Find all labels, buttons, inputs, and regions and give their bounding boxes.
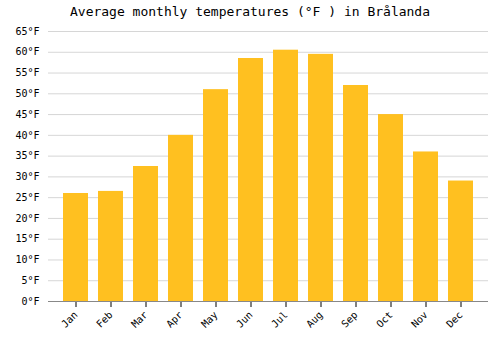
- svg-text:25°F: 25°F: [15, 192, 39, 203]
- svg-text:10°F: 10°F: [15, 254, 39, 265]
- svg-text:Sep: Sep: [339, 309, 360, 330]
- svg-text:30°F: 30°F: [15, 171, 39, 182]
- svg-text:Nov: Nov: [409, 309, 430, 330]
- svg-text:0°F: 0°F: [21, 296, 39, 307]
- svg-text:May: May: [199, 309, 220, 330]
- svg-text:20°F: 20°F: [15, 213, 39, 224]
- svg-text:55°F: 55°F: [15, 67, 39, 78]
- svg-text:45°F: 45°F: [15, 109, 39, 120]
- svg-text:5°F: 5°F: [21, 275, 39, 286]
- svg-text:Jun: Jun: [234, 309, 255, 330]
- svg-text:35°F: 35°F: [15, 150, 39, 161]
- svg-text:Mar: Mar: [129, 309, 150, 330]
- svg-text:Apr: Apr: [164, 309, 185, 330]
- svg-text:Jan: Jan: [59, 309, 80, 330]
- svg-text:60°F: 60°F: [15, 46, 39, 57]
- svg-text:Aug: Aug: [304, 309, 325, 330]
- svg-text:15°F: 15°F: [15, 233, 39, 244]
- svg-text:65°F: 65°F: [15, 26, 39, 37]
- svg-text:Oct: Oct: [374, 309, 395, 330]
- svg-text:Dec: Dec: [444, 309, 465, 330]
- svg-text:50°F: 50°F: [15, 88, 39, 99]
- svg-text:Jul: Jul: [269, 309, 290, 330]
- svg-text:Feb: Feb: [94, 309, 115, 330]
- html-text:Average monthly temperatures (: Average monthly temperatures (°F ) in Br…: [70, 4, 430, 19]
- svg-text:40°F: 40°F: [15, 130, 39, 141]
